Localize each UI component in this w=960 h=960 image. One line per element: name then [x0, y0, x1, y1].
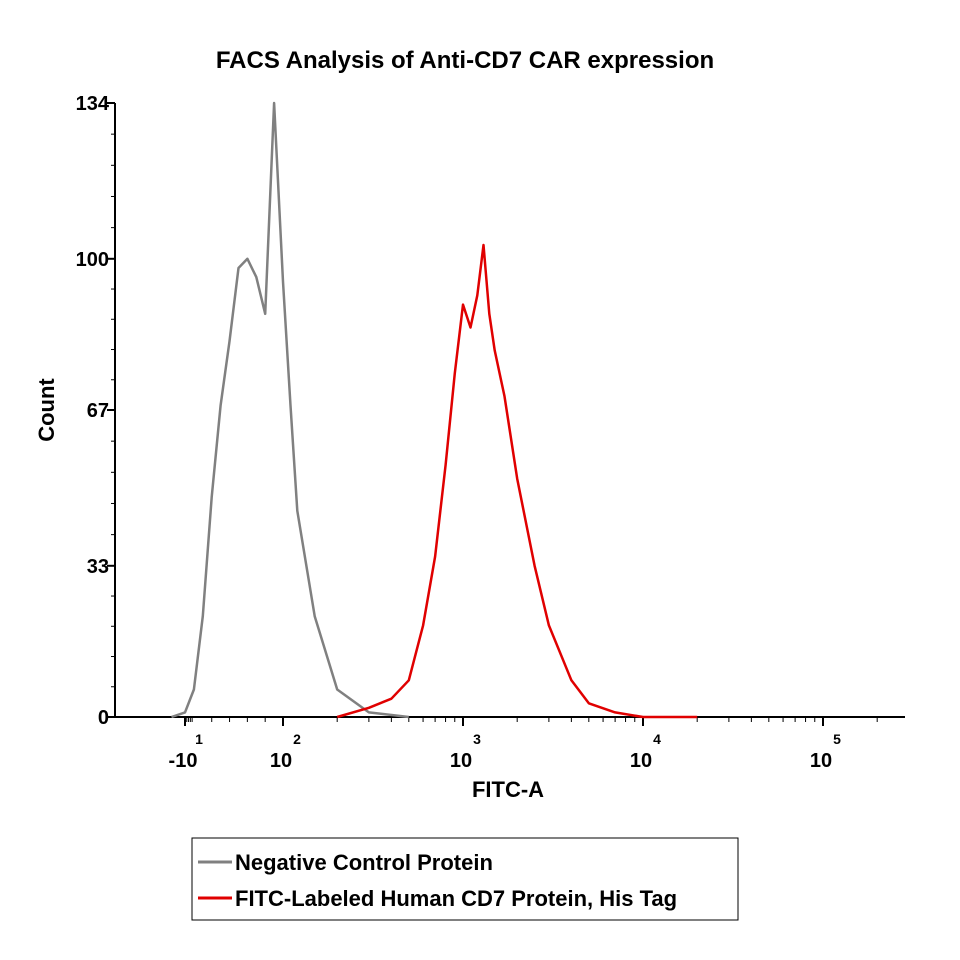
- y-tick-label-0: 0: [98, 707, 109, 729]
- y-ticks: 0 33 67 100 134: [76, 93, 115, 729]
- series-layer: [171, 101, 698, 719]
- x-tick-label-3: 10: [630, 750, 652, 772]
- legend: Negative Control Protein FITC-Labeled Hu…: [191, 837, 739, 921]
- x-tick-exponent-2: 3: [473, 731, 481, 747]
- y-axis-label: Count: [34, 378, 59, 442]
- x-tick-label-0: -10: [169, 750, 198, 772]
- x-tick-exponent-3: 4: [653, 731, 661, 747]
- x-tick-label-1: 10: [270, 750, 292, 772]
- series-line-0: [171, 101, 409, 719]
- x-tick-exponent-4: 5: [833, 731, 841, 747]
- y-tick-label-1: 33: [87, 556, 109, 578]
- y-tick-label-2: 67: [87, 400, 109, 422]
- legend-label-negative-control: Negative Control Protein: [235, 850, 493, 875]
- legend-label-fitc-cd7: FITC-Labeled Human CD7 Protein, His Tag: [235, 886, 677, 911]
- x-tick-exponent-0: 1: [195, 731, 203, 747]
- legend-box: [191, 837, 739, 921]
- y-tick-label-3: 100: [76, 249, 109, 271]
- x-tick-label-4: 10: [810, 750, 832, 772]
- chart-title: FACS Analysis of Anti-CD7 CAR expression: [216, 47, 714, 74]
- x-tick-exponent-1: 2: [293, 731, 301, 747]
- y-tick-label-4: 134: [76, 93, 110, 115]
- series-line-1: [336, 243, 698, 719]
- x-tick-label-2: 10: [450, 750, 472, 772]
- x-axis-label: FITC-A: [472, 777, 544, 802]
- axes: [114, 103, 905, 718]
